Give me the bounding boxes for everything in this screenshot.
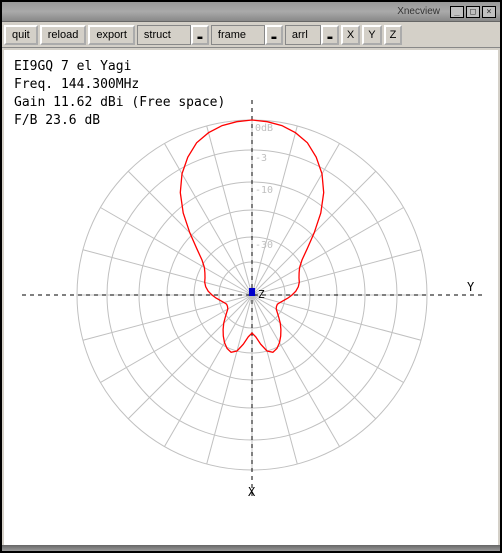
info-block: EI9GQ 7 el Yagi Freq. 144.300MHz Gain 11… xyxy=(14,58,225,130)
arrl-label: arrl xyxy=(285,25,321,45)
struct-dropdown[interactable]: struct ▂ xyxy=(137,25,209,45)
close-button[interactable]: × xyxy=(482,6,496,18)
frame-label: frame xyxy=(211,25,265,45)
info-antenna: EI9GQ 7 el Yagi xyxy=(14,58,225,76)
arrl-dropdown[interactable]: arrl ▂ xyxy=(285,25,339,45)
svg-text:Z: Z xyxy=(258,288,265,301)
info-freq: Freq. 144.300MHz xyxy=(14,76,225,94)
reload-button[interactable]: reload xyxy=(40,25,87,45)
z-view-button[interactable]: Z xyxy=(384,25,403,45)
quit-button[interactable]: quit xyxy=(4,25,38,45)
info-gain: Gain 11.62 dBi (Free space) xyxy=(14,94,225,112)
app-window: Xnecview _ □ × quit reload export struct… xyxy=(0,0,502,553)
chevron-down-icon: ▂ xyxy=(321,25,339,45)
svg-text:X: X xyxy=(248,485,256,499)
svg-text:-10: -10 xyxy=(255,185,273,196)
chevron-down-icon: ▂ xyxy=(265,25,283,45)
svg-text:0dB: 0dB xyxy=(255,123,273,134)
svg-text:-3: -3 xyxy=(255,153,267,164)
export-button[interactable]: export xyxy=(88,25,135,45)
svg-text:Y: Y xyxy=(467,280,475,294)
maximize-button[interactable]: □ xyxy=(466,6,480,18)
statusbar xyxy=(2,545,500,551)
y-view-button[interactable]: Y xyxy=(362,25,381,45)
minimize-button[interactable]: _ xyxy=(450,6,464,18)
plot-canvas: EI9GQ 7 el Yagi Freq. 144.300MHz Gain 11… xyxy=(4,50,498,545)
frame-dropdown[interactable]: frame ▂ xyxy=(211,25,283,45)
info-fb: F/B 23.6 dB xyxy=(14,112,225,130)
titlebar: Xnecview _ □ × xyxy=(2,2,500,22)
window-title: Xnecview xyxy=(6,6,448,17)
x-view-button[interactable]: X xyxy=(341,25,360,45)
toolbar: quit reload export struct ▂ frame ▂ arrl… xyxy=(2,22,500,48)
chevron-down-icon: ▂ xyxy=(191,25,209,45)
struct-label: struct xyxy=(137,25,191,45)
